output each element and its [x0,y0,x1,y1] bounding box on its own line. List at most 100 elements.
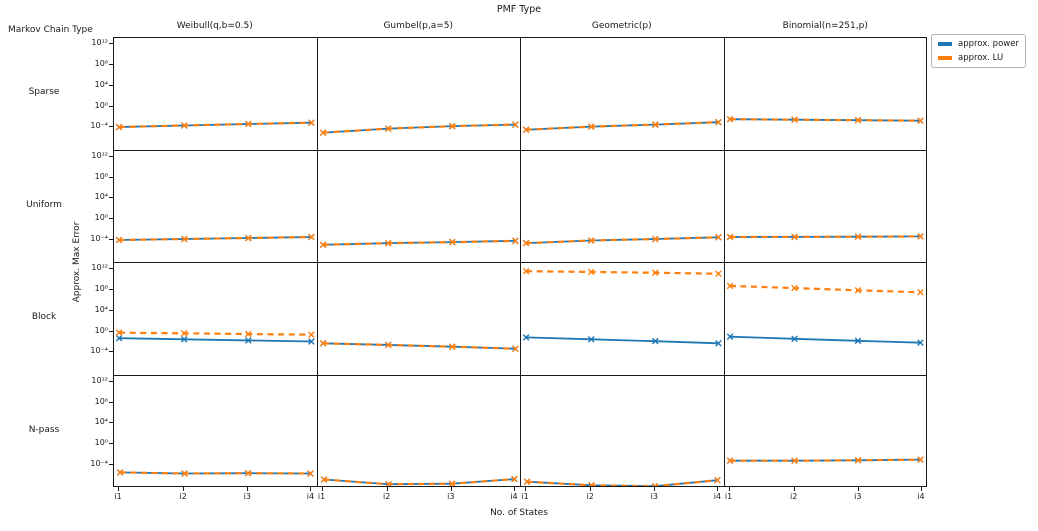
subplot-canvas [115,119,315,131]
series-line-lu [729,234,921,238]
x-marker [448,122,456,130]
x-marker [180,335,188,343]
x-tick-label: i1 [317,492,326,501]
y-tick-mark [109,155,113,157]
y-tick-label: 10¹² [91,38,108,48]
x-marker [790,335,798,343]
subplot-n-pass-col2 [316,374,521,487]
x-marker [510,475,518,482]
y-tick-label: 10¹² [91,263,108,273]
subplot-uniform-col1 [113,149,318,263]
x-marker [715,270,722,278]
subplot-uniform-col2 [316,149,521,263]
x-tick-mark [857,487,859,491]
subplot-block-col2 [316,262,521,376]
row-label: N-pass [28,424,60,435]
y-tick-label: 10⁸ [94,284,108,293]
subplot-canvas [319,237,519,248]
y-tick-label: 10⁰ [94,213,108,223]
y-tick-label: 10⁴ [94,192,108,202]
y-tick-mark [109,422,113,424]
subplot-sparse-col3 [520,37,725,151]
series-line-lu [322,342,515,350]
x-marker [244,120,252,128]
column-title: Binomial(n=251,p) [782,21,868,31]
x-marker [651,121,659,128]
y-tick-label: 10⁻⁴ [90,233,108,243]
x-tick-label: i3 [854,492,862,501]
legend-entry: approx. power [938,39,1019,49]
x-marker [587,236,595,244]
x-marker [726,333,733,340]
subplot-block-col4 [723,262,927,376]
x-marker [384,125,392,132]
x-tick-label: i4 [306,492,315,501]
series-line-lu [119,470,311,475]
x-marker [651,269,659,277]
y-tick-label: 10⁴ [94,79,108,89]
y-tick-mark [109,309,113,311]
legend: approx. power approx. LU [931,34,1026,68]
x-marker [319,240,326,248]
x-marker [854,116,861,124]
x-tick-mark [247,487,249,491]
y-tick-mark [109,351,113,353]
y-tick-mark [109,238,113,240]
y-tick-mark [109,64,113,65]
subplot-canvas [522,233,722,246]
x-marker [714,476,721,483]
x-marker [511,237,519,244]
x-marker [916,339,924,346]
subplot-canvas [726,282,924,346]
row-label: Sparse [28,87,60,98]
subplot-sparse-col4 [723,37,927,151]
x-marker [115,329,123,336]
x-marker [726,456,733,464]
subplot-canvas [320,475,518,486]
x-tick-mark [654,487,656,491]
x-marker [115,123,123,131]
x-marker [308,119,315,127]
y-tick-mark [109,84,113,86]
y-tick-mark [109,126,113,128]
y-tick-mark [109,43,113,45]
series-line-lu [323,477,515,485]
x-marker [448,238,456,245]
y-tick-label: 10¹² [91,375,108,385]
x-tick-label: i1 [724,492,733,501]
y-tick-label: 10⁻⁴ [90,458,108,468]
x-tick-label: i3 [447,492,455,501]
x-marker [715,339,722,347]
y-tick-mark [109,401,113,403]
subplot-canvas [726,115,924,125]
subplot-block-col1 [113,262,318,376]
x-marker [854,337,861,345]
x-marker [180,122,188,129]
x-marker [448,343,456,351]
x-marker [651,235,659,242]
row-label: Uniform [26,199,62,210]
x-marker [308,233,315,240]
column-title: Gumbel(p,a=5) [383,21,454,31]
x-marker [384,480,392,486]
column-title: Weibull(q,b=0.5) [176,21,253,31]
x-marker [116,468,124,476]
subplot-block-col3 [520,262,725,376]
y-tick-mark [109,443,113,445]
series-line-power [526,336,719,345]
x-marker [523,477,531,485]
x-marker [790,456,798,464]
x-marker [384,341,392,349]
x-marker [587,335,595,343]
series-line-lu [322,123,515,134]
x-axis-label: No. of States [490,508,548,518]
x-marker [244,330,252,338]
x-marker [916,232,924,240]
subplot-sparse-col1 [113,37,318,151]
x-marker [790,233,798,240]
column-title: Geometric(p) [591,21,652,31]
x-marker [790,116,798,124]
x-marker [319,339,326,347]
subplot-canvas [116,468,314,477]
legend-label: approx. LU [958,53,1004,63]
